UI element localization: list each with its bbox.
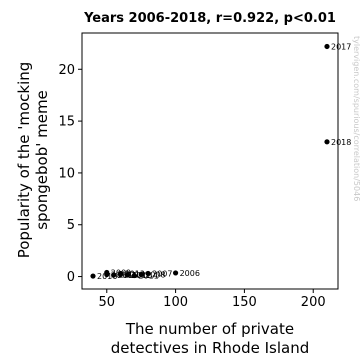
data-point-2014 bbox=[104, 271, 110, 278]
data-point-2011 bbox=[131, 272, 137, 279]
data-point-2017 bbox=[324, 43, 330, 50]
data-point-label-2006: 2006 bbox=[180, 269, 200, 278]
data-point-label-2012: 2012 bbox=[131, 271, 151, 280]
x-tick-label: 100 bbox=[163, 295, 188, 310]
data-point-2007 bbox=[145, 270, 151, 277]
data-point-label-2009: 2009 bbox=[111, 268, 131, 277]
y-axis-ticks: 0 5 10 15 20 bbox=[58, 63, 82, 285]
data-point-2016 bbox=[90, 273, 96, 279]
watermark: tylervigen.com/spurious/correlation/5046 bbox=[352, 36, 361, 201]
data-point-label-2007: 2007 bbox=[152, 269, 172, 278]
data-point-label-2017: 2017 bbox=[331, 42, 351, 51]
y-axis-label-line-1: Popularity of the 'mocking bbox=[15, 62, 33, 259]
data-point-label-2010: 2010 bbox=[125, 270, 145, 279]
y-tick-label: 15 bbox=[58, 115, 75, 130]
y-axis-label-line-2: spongebob' meme bbox=[33, 90, 51, 230]
data-point-label-2008: 2008 bbox=[145, 270, 165, 279]
chart-title: Years 2006-2018, r=0.922, p<0.01 bbox=[83, 11, 336, 26]
x-axis-ticks: 50 100 150 200 bbox=[99, 289, 326, 310]
y-axis-label: Popularity of the 'mocking spongebob' me… bbox=[15, 62, 51, 259]
data-point-2018 bbox=[324, 139, 330, 145]
x-tick-label: 150 bbox=[232, 295, 257, 310]
data-point-label-2016: 2016 bbox=[97, 272, 117, 281]
data-point-label-2013: 2013 bbox=[125, 269, 145, 278]
data-point-2012 bbox=[124, 272, 131, 278]
data-point-label-2015: 2015 bbox=[118, 271, 138, 280]
data-point-label-2018: 2018 bbox=[331, 138, 351, 147]
data-point-2006 bbox=[172, 270, 179, 276]
data-point-label-2011: 2011 bbox=[138, 272, 158, 281]
x-axis-label-line-2: detectives in Rhode Island bbox=[111, 339, 310, 357]
x-tick-label: 50 bbox=[99, 295, 116, 310]
x-tick-label: 200 bbox=[301, 295, 326, 310]
y-tick-label: 20 bbox=[58, 63, 75, 78]
y-tick-label: 5 bbox=[67, 218, 75, 233]
y-tick-label: 0 bbox=[67, 270, 75, 285]
data-point-2008 bbox=[138, 271, 144, 278]
y-tick-label: 10 bbox=[58, 166, 75, 181]
plot-area-frame bbox=[81, 32, 339, 290]
data-point-2015 bbox=[111, 272, 117, 278]
data-point-label-2014: 2014 bbox=[111, 270, 131, 279]
data-point-2013 bbox=[117, 270, 124, 277]
x-axis-label: The number of private detectives in Rhod… bbox=[111, 320, 310, 357]
x-axis-label-line-1: The number of private bbox=[125, 320, 294, 338]
data-points bbox=[90, 43, 330, 279]
